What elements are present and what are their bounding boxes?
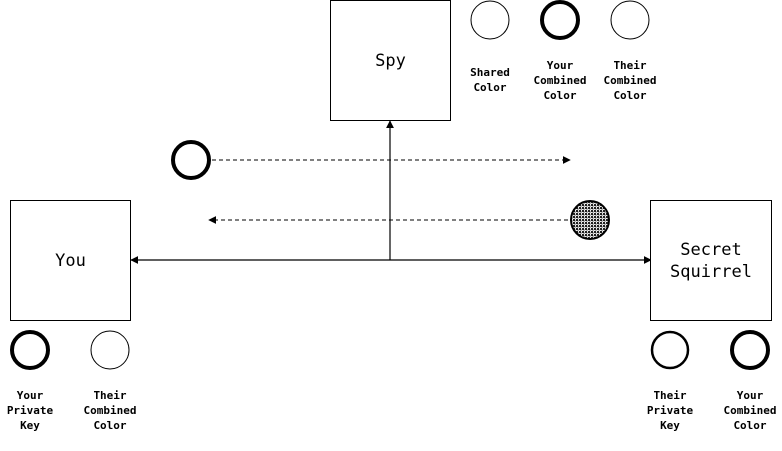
shared-color-label: Shared Color: [470, 66, 510, 94]
you-private-key-circle: [10, 330, 50, 370]
spy-your-combined-color-circle: [540, 0, 580, 40]
secret-squirrel-box: Secret Squirrel: [650, 200, 772, 321]
spy-box: Spy: [330, 0, 451, 121]
spy-their-combined-color-circle: [610, 0, 650, 40]
spy-label: Spy: [375, 50, 406, 71]
you-box: You: [10, 200, 131, 321]
you-private-key-label: Your Private Key: [6, 389, 54, 432]
you-their-combined-color-label: Their Combined Color: [83, 389, 137, 432]
spy-your-combined-color-label: Your Combined Color: [533, 59, 587, 102]
squirrel-your-combined-color-circle: [730, 330, 770, 370]
you-their-combined-color-circle: [90, 330, 130, 370]
shared-color-circle: [470, 0, 510, 40]
squirrel-your-combined-color-label: Your Combined Color: [723, 389, 777, 432]
sent-combined-color-circle: [171, 140, 211, 180]
squirrel-private-key-label: Their Private Key: [646, 389, 694, 432]
secret-squirrel-label: Secret Squirrel: [670, 239, 752, 282]
you-label: You: [55, 250, 86, 271]
squirrel-private-key-circle: [650, 330, 690, 370]
spy-their-combined-color-label: Their Combined Color: [603, 59, 657, 102]
received-combined-color-circle: [570, 200, 610, 240]
